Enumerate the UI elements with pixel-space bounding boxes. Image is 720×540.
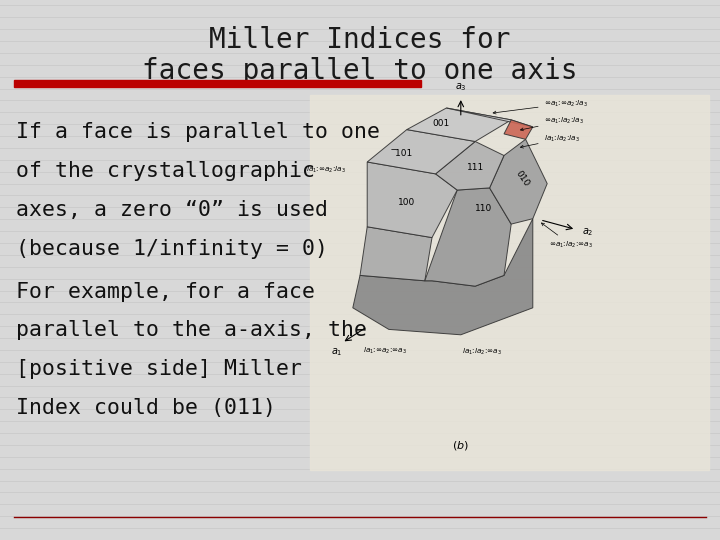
Text: $\infty a_1$:$la_2$:$\infty a_3$: $\infty a_1$:$la_2$:$\infty a_3$ — [541, 223, 593, 249]
Polygon shape — [353, 219, 533, 335]
Text: of the crystallographic: of the crystallographic — [16, 161, 315, 181]
Text: $la_1$:$la_2$:$la_3$: $la_1$:$la_2$:$la_3$ — [521, 134, 580, 148]
Text: $(b)$: $(b)$ — [452, 439, 469, 452]
Polygon shape — [504, 120, 533, 139]
Polygon shape — [446, 108, 533, 127]
Text: $la_1$:$la_2$:$\infty a_3$: $la_1$:$la_2$:$\infty a_3$ — [462, 347, 503, 357]
Text: ̅101: ̅101 — [396, 150, 413, 158]
Bar — [14, 80, 421, 87]
Text: $la_1$:$\infty a_2$:$\infty a_3$: $la_1$:$\infty a_2$:$\infty a_3$ — [364, 346, 407, 356]
Text: Index could be (011): Index could be (011) — [16, 398, 276, 419]
Polygon shape — [367, 162, 457, 238]
Text: 001: 001 — [433, 119, 450, 127]
Text: axes, a zero “0” is used: axes, a zero “0” is used — [16, 200, 328, 220]
Text: If a face is parallel to one: If a face is parallel to one — [16, 122, 380, 143]
Text: $la_1$:$\infty a_2$:$la_3$: $la_1$:$\infty a_2$:$la_3$ — [306, 165, 346, 175]
Text: (because 1/infinity = 0): (because 1/infinity = 0) — [16, 239, 328, 259]
Text: Miller Indices for: Miller Indices for — [210, 26, 510, 55]
Polygon shape — [490, 139, 547, 224]
Polygon shape — [407, 108, 511, 141]
Text: 110: 110 — [475, 205, 492, 213]
Polygon shape — [425, 188, 511, 286]
Polygon shape — [367, 130, 475, 174]
Text: $a_3$: $a_3$ — [455, 82, 467, 93]
Text: For example, for a face: For example, for a face — [16, 281, 315, 302]
Text: $a_2$: $a_2$ — [582, 226, 593, 238]
Text: parallel to the a-axis, the: parallel to the a-axis, the — [16, 320, 366, 341]
Text: 111: 111 — [467, 163, 484, 172]
Text: $\infty a_1$:$la_2$:$la_3$: $\infty a_1$:$la_2$:$la_3$ — [521, 116, 583, 131]
Text: $a_1$: $a_1$ — [331, 347, 343, 359]
Polygon shape — [436, 141, 504, 190]
Polygon shape — [360, 227, 432, 281]
Text: $\infty a_1$:$\infty a_2$:$la_3$: $\infty a_1$:$\infty a_2$:$la_3$ — [493, 99, 588, 114]
Text: 010: 010 — [513, 168, 531, 188]
Text: 100: 100 — [398, 198, 415, 207]
Bar — [310, 94, 709, 470]
Text: [positive side] Miller: [positive side] Miller — [16, 359, 302, 380]
Text: faces parallel to one axis: faces parallel to one axis — [143, 57, 577, 85]
